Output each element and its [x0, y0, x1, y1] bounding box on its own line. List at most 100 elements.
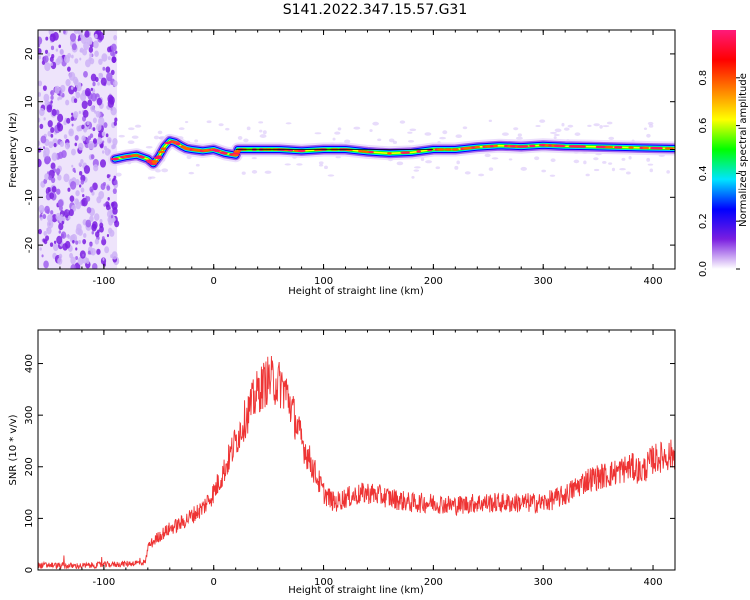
speckle — [539, 119, 546, 123]
speckle — [553, 133, 560, 136]
speckle — [337, 127, 342, 131]
noise-speckle — [43, 117, 46, 121]
ridge-peak — [557, 144, 566, 148]
noise-speckle — [106, 174, 110, 179]
speckle — [195, 163, 200, 167]
noise-speckle — [60, 231, 67, 239]
noise-speckle — [81, 197, 88, 207]
noise-speckle — [80, 33, 84, 39]
speckle — [296, 163, 303, 166]
noise-speckle — [80, 159, 84, 164]
x-tick-label: 0 — [211, 577, 217, 588]
noise-speckle — [101, 113, 104, 117]
noise-speckle — [51, 54, 55, 59]
noise-speckle — [45, 235, 50, 241]
noise-speckle — [78, 142, 84, 151]
noise-speckle — [103, 203, 106, 207]
ridge-peak — [368, 150, 374, 154]
y-tick-label: 0 — [24, 567, 35, 573]
noise-speckle — [77, 82, 82, 87]
speckle — [324, 165, 328, 170]
speckle — [161, 168, 169, 173]
noise-speckle — [75, 256, 79, 261]
noise-speckle — [93, 40, 99, 49]
chart-title: S141.2022.347.15.57.G31 — [282, 2, 468, 18]
x-tick-label: -100 — [93, 577, 116, 588]
noise-speckle — [50, 127, 55, 133]
noise-speckle — [39, 247, 42, 251]
noise-speckle — [47, 188, 51, 192]
noise-speckle — [112, 51, 116, 57]
noise-speckle — [57, 55, 63, 64]
noise-speckle — [50, 133, 54, 138]
speckle — [314, 132, 322, 135]
noise-speckle — [56, 188, 61, 195]
noise-speckle — [80, 187, 85, 193]
speckle — [439, 136, 446, 140]
noise-speckle — [92, 127, 96, 132]
noise-speckle — [100, 257, 107, 265]
noise-speckle — [38, 228, 42, 235]
noise-speckle — [113, 175, 117, 180]
speckle — [491, 157, 499, 160]
noise-speckle — [48, 175, 53, 181]
noise-speckle — [74, 58, 79, 64]
speckle — [462, 126, 468, 130]
noise-speckle — [38, 48, 42, 55]
speckle — [243, 138, 249, 143]
colorbar-tick-label: 0.8 — [698, 70, 709, 86]
noise-speckle — [75, 247, 78, 251]
noise-speckle — [58, 90, 62, 95]
y-tick-label: 20 — [24, 48, 35, 61]
noise-speckle — [99, 225, 104, 233]
noise-speckle — [40, 135, 47, 144]
noise-speckle — [112, 216, 116, 223]
noise-speckle — [91, 231, 95, 235]
noise-speckle — [49, 242, 54, 247]
noise-speckle — [98, 73, 101, 77]
speckle — [425, 160, 433, 164]
noise-speckle — [113, 34, 118, 41]
noise-speckle — [90, 154, 95, 160]
ridge-peak — [157, 150, 166, 154]
ridge-peak — [664, 147, 671, 150]
ridge-peak — [416, 150, 422, 153]
snr-y-ticks: 0 100 200 300 400 — [24, 354, 675, 573]
noise-speckle — [104, 148, 111, 156]
ridge-peak — [233, 150, 241, 153]
speckle — [155, 169, 161, 173]
noise-speckle — [110, 214, 114, 219]
noise-speckle — [38, 80, 43, 87]
speckle — [149, 176, 156, 179]
noise-speckle — [74, 142, 78, 147]
noise-speckle — [110, 201, 115, 207]
noise-speckle — [98, 190, 105, 200]
ridge-peak — [387, 152, 392, 155]
noise-speckle — [106, 185, 111, 191]
noise-speckle — [81, 100, 88, 110]
noise-speckle — [110, 43, 117, 52]
speckle — [407, 131, 413, 134]
noise-speckle — [87, 135, 92, 141]
noise-speckle — [90, 92, 97, 102]
y-tick-label: -20 — [24, 237, 35, 253]
noise-speckle — [50, 210, 54, 215]
speckle — [241, 171, 246, 175]
noise-speckle — [50, 62, 53, 66]
speckle — [455, 134, 462, 139]
speckle — [118, 134, 125, 138]
speckle — [409, 128, 417, 132]
noise-speckle — [70, 116, 74, 122]
noise-speckle — [52, 243, 59, 252]
speckle — [599, 125, 603, 129]
speckle — [464, 171, 471, 175]
noise-speckle — [108, 227, 113, 234]
noise-speckle — [56, 121, 62, 128]
speckle — [647, 163, 654, 166]
speckle — [262, 130, 267, 135]
y-tick-label: 0 — [24, 146, 35, 152]
speckle — [372, 121, 379, 126]
ridge-peak — [405, 151, 410, 154]
noise-speckle — [96, 248, 101, 255]
noise-speckle — [70, 233, 78, 243]
